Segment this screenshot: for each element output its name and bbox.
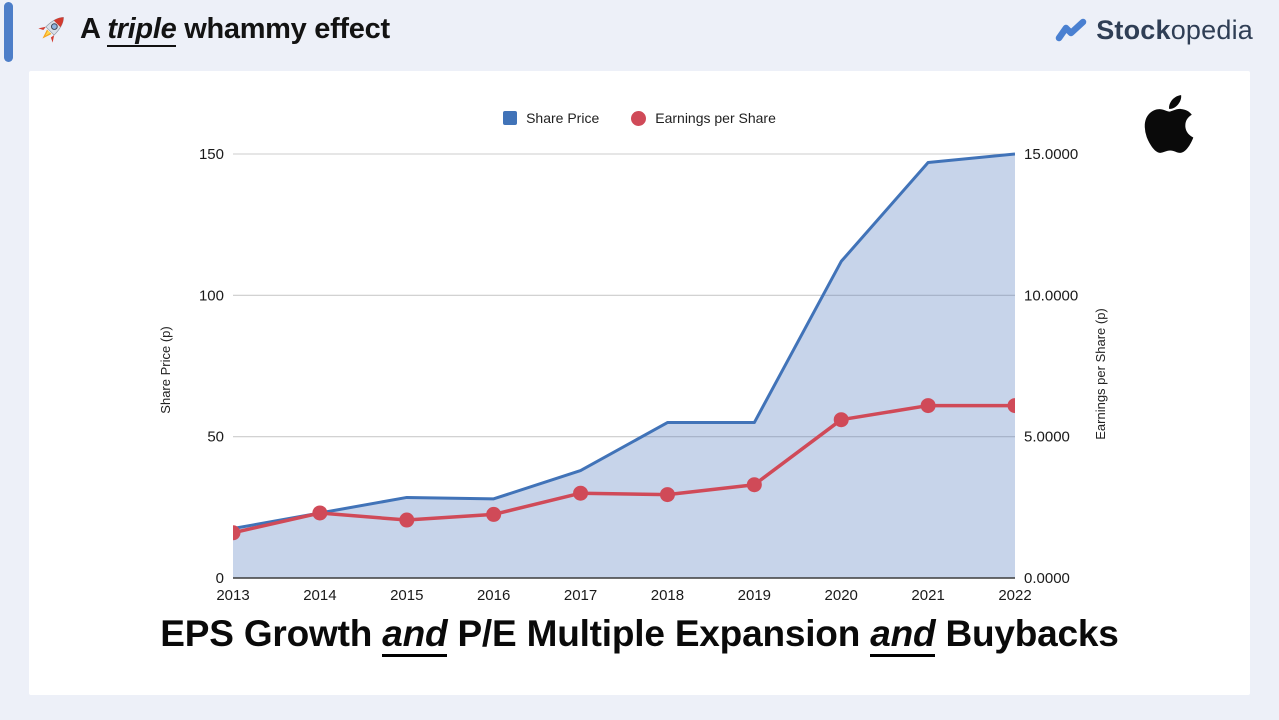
series-line	[233, 403, 1015, 535]
share-price-swatch-icon	[503, 111, 518, 125]
chart-canvas: 0 50 100 150 0.0000 5.0000 10.0000 15.0000 2013 2…	[158, 146, 1108, 604]
caption-and-1: and	[382, 613, 448, 657]
data-point-marker	[920, 398, 936, 414]
chart-legend: Share Price Earnings per Share	[29, 110, 1250, 126]
data-point-marker	[659, 487, 675, 503]
x-tick-label: 2019	[738, 587, 771, 604]
data-point-marker	[573, 485, 589, 501]
legend-item-share-price: Share Price	[503, 110, 599, 126]
page-title: A triple whammy effect	[80, 12, 390, 47]
x-tick-label: 2017	[564, 587, 597, 604]
x-tick-label: 2020	[825, 587, 858, 604]
area-fill	[233, 154, 1015, 578]
stockopedia-logo: Stockopedia	[1055, 15, 1253, 46]
data-point-marker	[399, 512, 415, 528]
stockopedia-icon	[1055, 18, 1087, 41]
left-tick-label: 0	[216, 570, 224, 587]
title-wrap: A triple whammy effect	[36, 12, 390, 47]
x-tick-label: 2015	[390, 587, 423, 604]
caption: EPS Growth and P/E Multiple Expansion an…	[29, 613, 1250, 657]
x-tick-label: 2018	[651, 587, 684, 604]
left-tick-label: 100	[199, 287, 224, 304]
x-tick-label: 2021	[911, 587, 944, 604]
x-tick-label: 2014	[303, 587, 336, 604]
right-tick-label: 10.0000	[1024, 287, 1078, 304]
title-emphasis: triple	[107, 12, 177, 47]
apple-logo-icon	[1144, 95, 1194, 153]
series-line	[233, 152, 1015, 531]
x-tick-label: 2022	[998, 587, 1031, 604]
stockopedia-wordmark: Stockopedia	[1096, 15, 1253, 45]
data-point-marker	[746, 477, 762, 493]
left-tick-label: 150	[199, 146, 224, 163]
left-axis-title: Share Price (p)	[158, 326, 173, 413]
legend-label-eps: Earnings per Share	[655, 110, 776, 126]
legend-item-eps: Earnings per Share	[631, 110, 776, 126]
header: A triple whammy effect Stockopedia	[0, 0, 1279, 71]
left-tick-label: 50	[207, 429, 224, 446]
data-point-marker	[233, 525, 241, 541]
caption-and-2: and	[870, 613, 936, 657]
accent-bar	[4, 2, 13, 62]
data-point-marker	[1007, 398, 1015, 414]
data-point-marker	[486, 506, 502, 522]
rocket-icon	[38, 17, 64, 43]
eps-swatch-icon	[631, 110, 647, 126]
x-tick-label: 2016	[477, 587, 510, 604]
x-tick-label: 2013	[216, 587, 249, 604]
chart-card: 0 50 100 150 0.0000 5.0000 10.0000 15.0000 2013 2…	[29, 71, 1250, 695]
data-point-marker	[312, 505, 328, 521]
right-tick-label: 5.0000	[1024, 429, 1070, 446]
right-tick-label: 15.0000	[1024, 146, 1078, 163]
right-tick-label: 0.0000	[1024, 570, 1070, 587]
legend-label-share-price: Share Price	[526, 110, 600, 126]
data-point-marker	[833, 412, 849, 428]
right-axis-title: Earnings per Share (p)	[1093, 308, 1108, 440]
